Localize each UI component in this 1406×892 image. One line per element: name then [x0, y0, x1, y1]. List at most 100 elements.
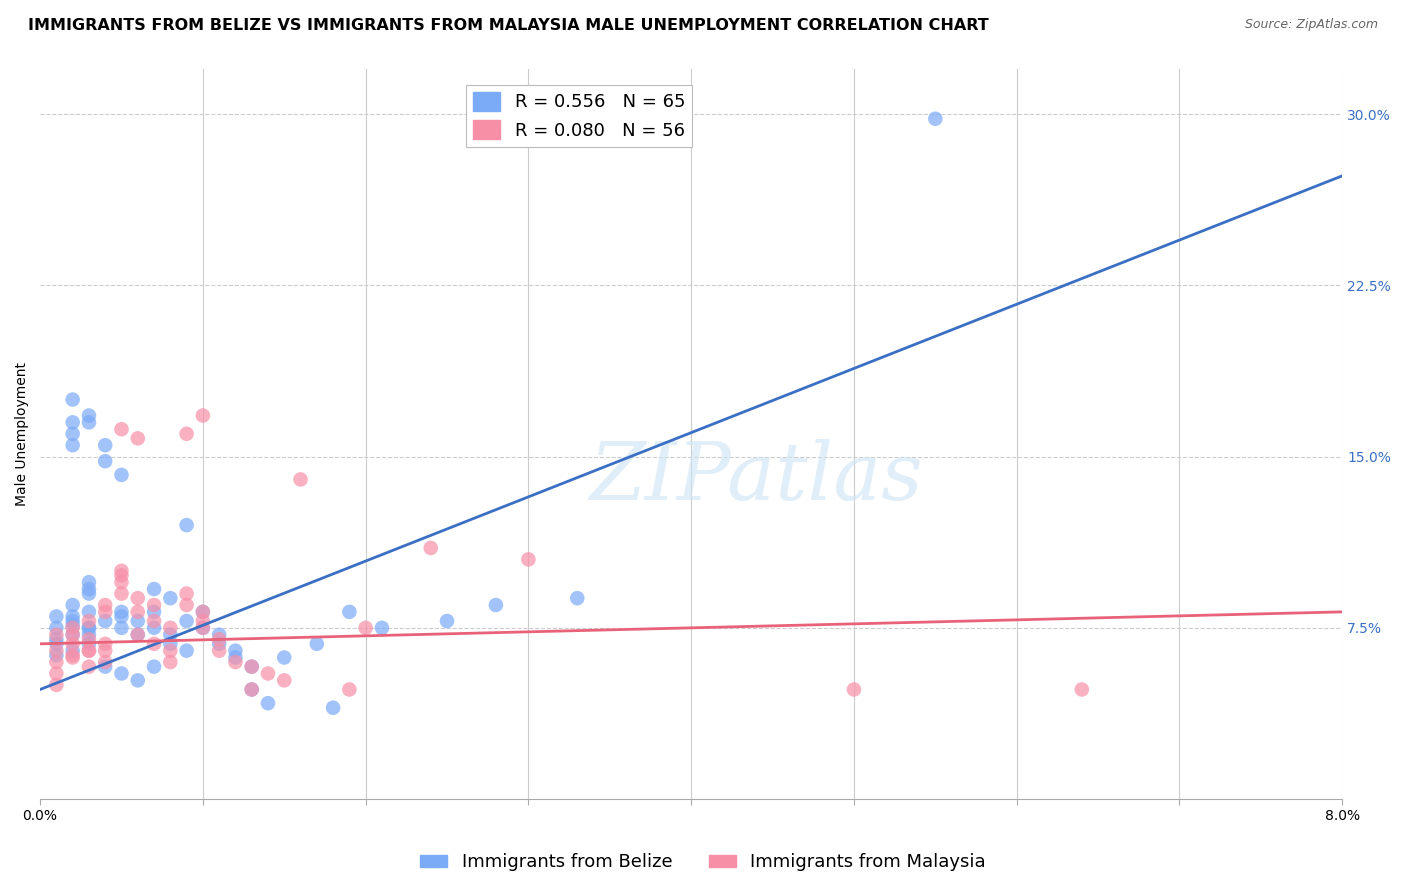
Point: [94, 637, 117, 651]
Point: [322, 700, 344, 714]
Point: [240, 659, 263, 673]
Point: [110, 568, 132, 582]
Text: Source: ZipAtlas.com: Source: ZipAtlas.com: [1244, 18, 1378, 31]
Point: [77, 659, 100, 673]
Point: [143, 621, 166, 635]
Point: [62, 643, 84, 657]
Point: [924, 112, 946, 126]
Point: [143, 605, 166, 619]
Point: [159, 655, 181, 669]
Point: [176, 598, 198, 612]
Point: [62, 650, 84, 665]
Point: [273, 650, 295, 665]
Point: [94, 438, 117, 452]
Point: [62, 637, 84, 651]
Point: [77, 637, 100, 651]
Point: [127, 605, 149, 619]
Point: [45, 621, 67, 635]
Point: [127, 628, 149, 642]
Point: [191, 409, 214, 423]
Point: [62, 648, 84, 663]
Point: [77, 621, 100, 635]
Point: [110, 422, 132, 436]
Point: [45, 655, 67, 669]
Point: [143, 637, 166, 651]
Point: [240, 659, 263, 673]
Point: [305, 637, 328, 651]
Point: [94, 454, 117, 468]
Point: [436, 614, 458, 628]
Point: [94, 598, 117, 612]
Point: [567, 591, 589, 606]
Point: [62, 416, 84, 430]
Legend: Immigrants from Belize, Immigrants from Malaysia: Immigrants from Belize, Immigrants from …: [413, 847, 993, 879]
Point: [143, 582, 166, 596]
Text: ZIPatlas: ZIPatlas: [589, 439, 924, 516]
Point: [485, 598, 508, 612]
Point: [77, 582, 100, 596]
Point: [143, 598, 166, 612]
Point: [62, 628, 84, 642]
Point: [176, 518, 198, 533]
Point: [143, 614, 166, 628]
Point: [191, 621, 214, 635]
Point: [176, 586, 198, 600]
Point: [110, 666, 132, 681]
Point: [127, 673, 149, 688]
Point: [176, 614, 198, 628]
Point: [45, 632, 67, 647]
Point: [94, 605, 117, 619]
Point: [77, 628, 100, 642]
Point: [77, 643, 100, 657]
Point: [127, 628, 149, 642]
Point: [77, 416, 100, 430]
Point: [127, 614, 149, 628]
Point: [77, 605, 100, 619]
Point: [191, 605, 214, 619]
Point: [191, 614, 214, 628]
Point: [77, 575, 100, 590]
Point: [62, 598, 84, 612]
Point: [240, 682, 263, 697]
Point: [62, 438, 84, 452]
Point: [224, 655, 246, 669]
Point: [77, 586, 100, 600]
Legend: R = 0.556   N = 65, R = 0.080   N = 56: R = 0.556 N = 65, R = 0.080 N = 56: [465, 85, 692, 147]
Point: [208, 632, 231, 647]
Point: [45, 643, 67, 657]
Point: [62, 618, 84, 632]
Point: [176, 426, 198, 441]
Point: [110, 609, 132, 624]
Point: [110, 467, 132, 482]
Y-axis label: Male Unemployment: Male Unemployment: [15, 362, 30, 506]
Point: [191, 605, 214, 619]
Point: [45, 666, 67, 681]
Point: [159, 628, 181, 642]
Point: [110, 564, 132, 578]
Point: [354, 621, 377, 635]
Point: [1070, 682, 1092, 697]
Point: [62, 628, 84, 642]
Point: [159, 643, 181, 657]
Point: [94, 655, 117, 669]
Point: [337, 682, 360, 697]
Point: [159, 621, 181, 635]
Point: [77, 409, 100, 423]
Point: [191, 621, 214, 635]
Point: [110, 575, 132, 590]
Point: [224, 650, 246, 665]
Text: IMMIGRANTS FROM BELIZE VS IMMIGRANTS FROM MALAYSIA MALE UNEMPLOYMENT CORRELATION: IMMIGRANTS FROM BELIZE VS IMMIGRANTS FRO…: [28, 18, 988, 33]
Point: [62, 426, 84, 441]
Point: [257, 666, 280, 681]
Point: [224, 643, 246, 657]
Point: [45, 648, 67, 663]
Point: [208, 643, 231, 657]
Point: [62, 392, 84, 407]
Point: [110, 605, 132, 619]
Point: [240, 682, 263, 697]
Point: [127, 591, 149, 606]
Point: [127, 431, 149, 445]
Point: [45, 609, 67, 624]
Point: [45, 628, 67, 642]
Point: [143, 659, 166, 673]
